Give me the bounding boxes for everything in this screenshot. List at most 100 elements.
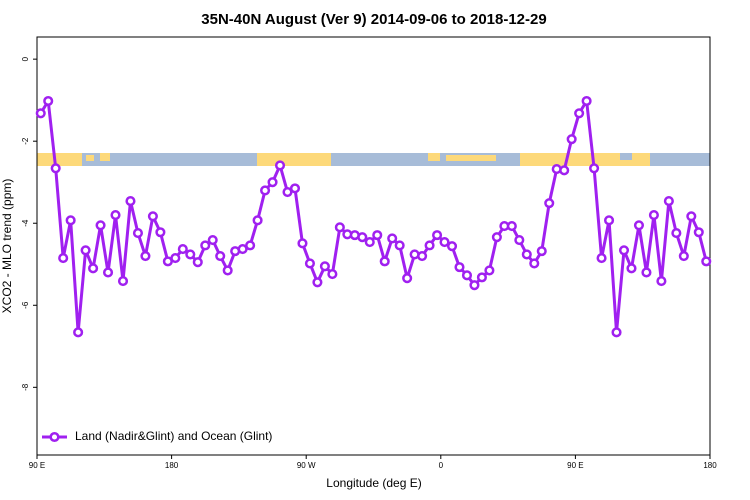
point: [439, 237, 450, 248]
point: [304, 258, 315, 269]
point: [446, 241, 458, 252]
point: [536, 246, 547, 257]
point: [544, 198, 555, 209]
point: [110, 209, 121, 221]
point: [372, 230, 383, 241]
point: [155, 227, 166, 238]
point: [207, 235, 218, 246]
point: [73, 327, 84, 338]
point: [282, 187, 293, 198]
point: [686, 211, 697, 222]
point: [88, 263, 99, 274]
legend-label: Land (Nadir&Glint) and Ocean (Glint): [75, 429, 272, 443]
point: [274, 160, 286, 171]
point: [589, 163, 600, 174]
point: [514, 235, 525, 246]
x-tick-label: 180: [165, 461, 179, 470]
point: [319, 261, 330, 272]
point: [671, 228, 682, 239]
point: [432, 230, 443, 241]
point: [529, 258, 540, 269]
point: [289, 183, 301, 194]
y-tick-label: -6: [21, 301, 30, 309]
point: [147, 211, 158, 222]
point: [506, 221, 517, 232]
point: [267, 177, 278, 188]
point: [626, 263, 637, 274]
point: [633, 220, 645, 231]
point: [559, 165, 570, 176]
point: [387, 233, 398, 244]
point: [701, 256, 712, 267]
series-line: [39, 99, 708, 334]
point: [402, 273, 413, 284]
point: [648, 209, 659, 221]
point: [596, 253, 607, 264]
point: [222, 265, 233, 276]
x-tick-label: 90 E: [29, 461, 45, 470]
point: [566, 134, 577, 145]
legend-marker: [49, 431, 60, 443]
y-tick-label: -8: [21, 383, 30, 391]
y-tick-label: -4: [21, 219, 30, 227]
point: [215, 251, 226, 262]
point: [678, 251, 689, 262]
point: [484, 265, 495, 276]
point: [200, 240, 211, 251]
x-tick-label: 90 W: [297, 461, 316, 470]
point: [95, 220, 106, 231]
map-strip: [37, 153, 710, 166]
point: [312, 277, 323, 288]
point: [461, 270, 473, 281]
point: [521, 249, 532, 260]
point: [177, 244, 188, 255]
point: [469, 280, 480, 291]
x-tick-label: 90 E: [567, 461, 583, 470]
point: [132, 228, 143, 239]
point: [170, 253, 181, 264]
y-axis-label: XCO2 - MLO trend (ppm): [0, 179, 14, 314]
point: [693, 227, 704, 238]
point: [618, 245, 630, 256]
point: [641, 267, 652, 278]
point: [574, 108, 585, 119]
point: [185, 249, 196, 260]
point: [581, 95, 592, 107]
x-tick-label: 0: [439, 461, 444, 470]
point: [454, 262, 465, 273]
point: [140, 251, 151, 262]
point: [50, 163, 61, 174]
point: [663, 196, 674, 207]
point: [252, 215, 263, 226]
point: [424, 240, 435, 251]
point: [102, 267, 114, 278]
point: [43, 95, 54, 107]
point: [334, 222, 345, 233]
chart-title: 35N-40N August (Ver 9) 2014-09-06 to 201…: [201, 11, 546, 28]
point: [364, 237, 375, 248]
point: [417, 251, 428, 262]
plot-frame: [36, 36, 711, 456]
point: [58, 253, 69, 264]
point: [656, 276, 667, 287]
point: [604, 215, 615, 226]
point: [80, 245, 91, 256]
point: [245, 240, 256, 251]
point: [476, 272, 487, 283]
point: [125, 196, 136, 207]
point: [237, 244, 248, 255]
point: [35, 108, 46, 119]
point: [297, 238, 308, 249]
point: [65, 215, 76, 226]
point: [357, 232, 368, 243]
y-tick-label: -2: [21, 137, 30, 145]
y-tick-label: 0: [21, 56, 30, 61]
x-axis-label: Longitude (deg E): [326, 476, 421, 490]
point: [491, 232, 502, 243]
point: [394, 240, 405, 251]
point: [611, 327, 622, 338]
x-tick-label: 180: [703, 461, 717, 470]
point: [327, 269, 338, 280]
point: [192, 257, 203, 268]
